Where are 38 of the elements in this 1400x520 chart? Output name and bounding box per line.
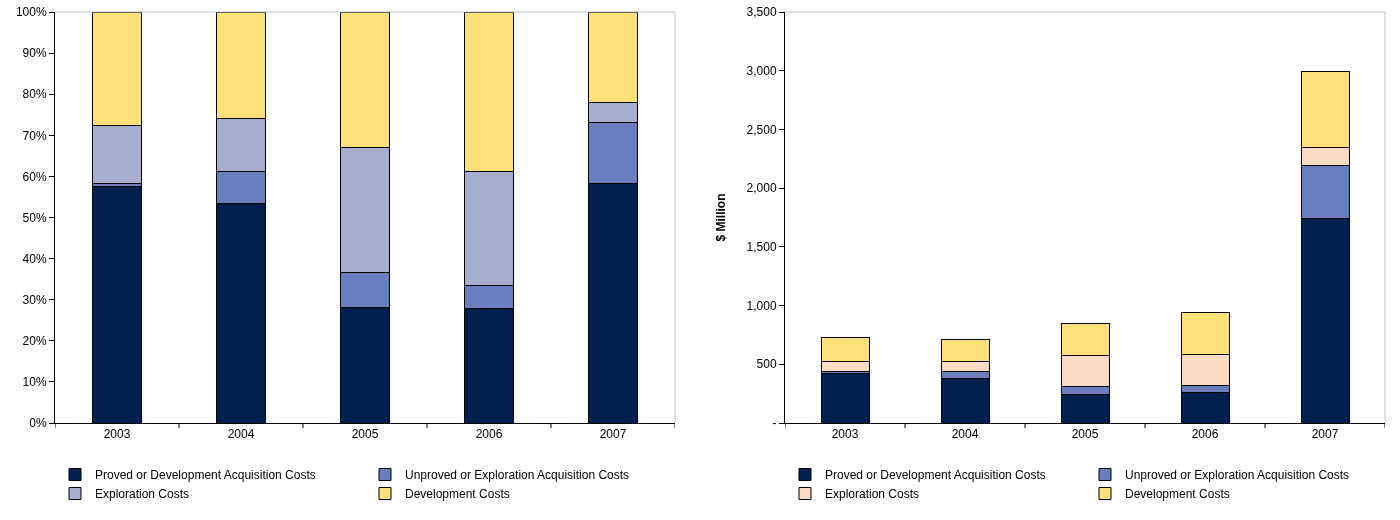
y-tick-label: 80% [22, 87, 47, 102]
y-tick-label: 500 [756, 357, 777, 372]
legend-label: Development Costs [405, 487, 510, 502]
y-tick-label: 3,500 [746, 5, 777, 20]
legend-label: Unproved or Exploration Acquisition Costs [1125, 468, 1350, 483]
y-tick-label: - [772, 416, 777, 431]
legend-label: Exploration Costs [95, 487, 190, 502]
y-tick-label: 3,000 [746, 63, 777, 78]
y-tick-label: 70% [22, 128, 47, 143]
y-tick-label: 2,000 [746, 181, 777, 196]
y-tick-label: 1,000 [746, 298, 777, 313]
legend-label: Proved or Development Acquisition Costs [95, 468, 316, 483]
y-tick-label: 50% [22, 210, 47, 225]
legend-label: Proved or Development Acquisition Costs [825, 468, 1046, 483]
x-tick-label: 2004 [227, 427, 255, 442]
legend-label: Development Costs [1125, 487, 1230, 502]
y-tick-label: 10% [22, 375, 47, 390]
x-tick-label: 2007 [1311, 427, 1339, 442]
y-tick-label: 2,500 [746, 122, 777, 137]
y-tick-label: 20% [22, 334, 47, 348]
x-tick-label: 2006 [475, 427, 503, 442]
y-tick-label: 60% [22, 169, 47, 184]
x-tick-label: 2007 [599, 427, 627, 442]
x-tick-label: 2004 [951, 427, 979, 442]
y-tick-label: 30% [22, 292, 47, 307]
x-tick-label: 2003 [103, 427, 131, 442]
y-axis-title: $ Million [713, 193, 728, 242]
legend-label: Exploration Costs [825, 487, 920, 502]
x-tick-label: 2005 [351, 427, 379, 442]
y-tick-label: 40% [22, 251, 47, 266]
legend-label: Unproved or Exploration Acquisition Costs [405, 468, 630, 483]
x-tick-label: 2005 [1071, 427, 1099, 442]
y-tick-label: 1,500 [746, 240, 777, 255]
y-tick-label: 90% [22, 46, 47, 61]
y-tick-label: 100% [15, 5, 47, 20]
x-tick-label: 2003 [831, 427, 859, 442]
x-tick-label: 2006 [1191, 427, 1219, 442]
y-tick-label: 0% [29, 416, 47, 431]
